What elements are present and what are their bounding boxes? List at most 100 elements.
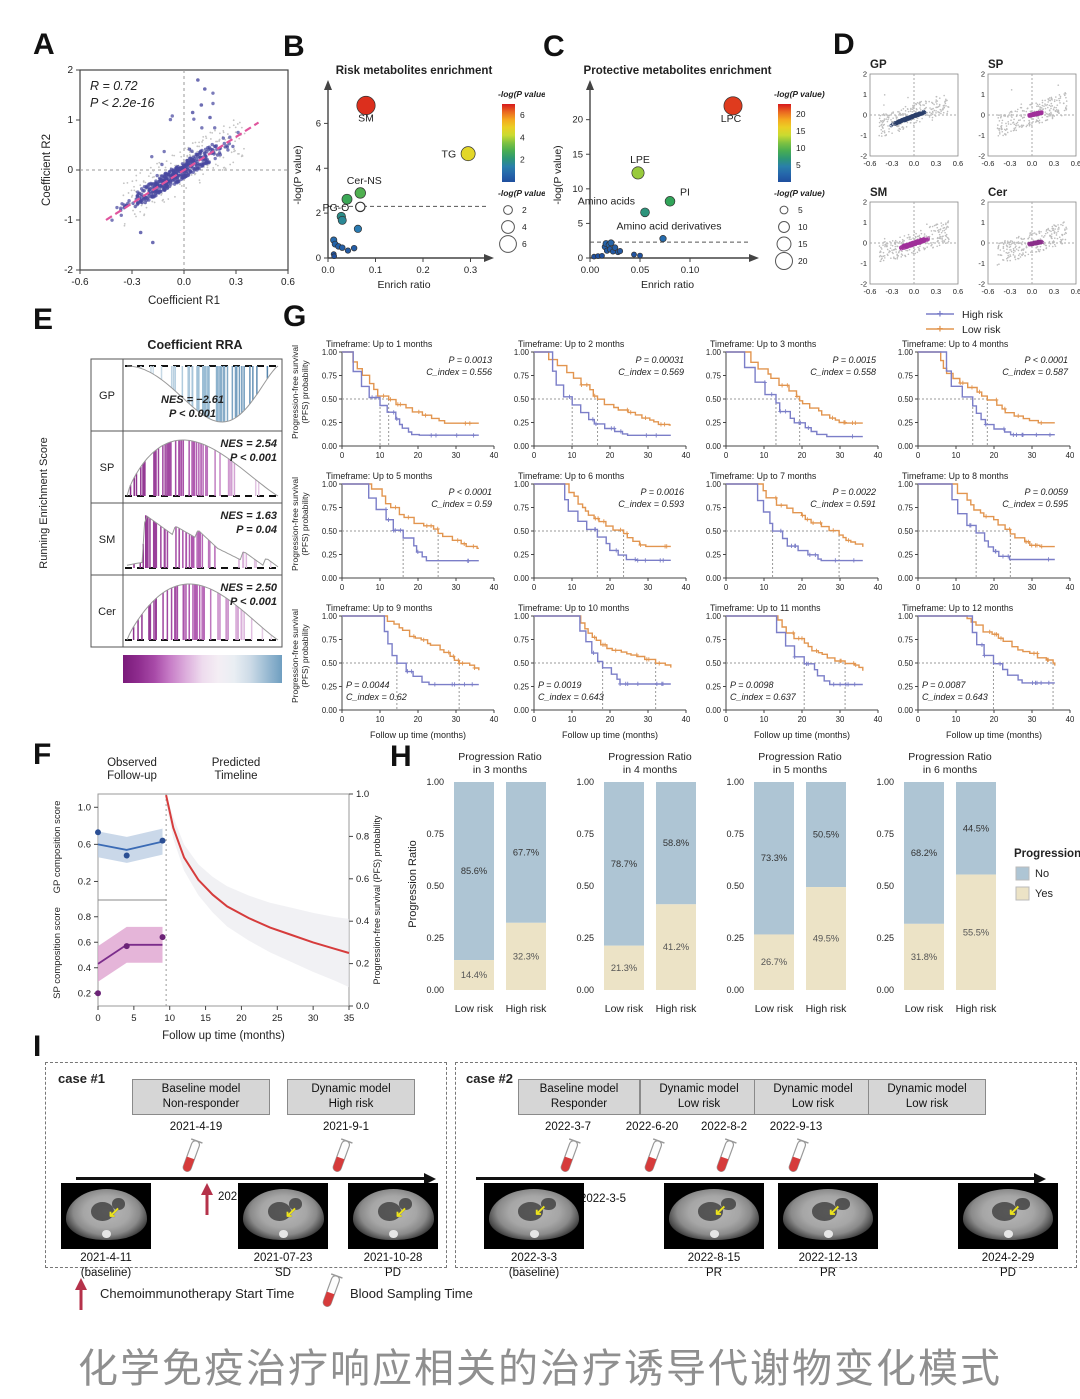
svg-text:-log(P value): -log(P value) — [774, 188, 825, 198]
svg-text:10: 10 — [164, 1013, 175, 1024]
svg-text:GP: GP — [99, 390, 115, 402]
svg-text:Protective metabolites enrichm: Protective metabolites enrichment — [584, 65, 772, 77]
svg-text:+: + — [394, 415, 399, 424]
svg-text:+: + — [662, 420, 667, 429]
svg-text:0.75: 0.75 — [514, 371, 530, 380]
svg-text:67.7%: 67.7% — [513, 847, 539, 857]
scan-date: 2022-12-13 PR — [798, 1252, 858, 1279]
panel-i-case-timelines: case #1 Baseline model Non-responder 2021-4… — [0, 1048, 1080, 1333]
ct-spine — [278, 1229, 288, 1238]
ct-spine — [101, 1229, 111, 1238]
svg-text:Predicted: Predicted — [212, 757, 261, 769]
figure-caption: 化学免疫治疗响应相关的治疗诱导代谢物变化模式 — [78, 1346, 1002, 1392]
ct-blob — [835, 1198, 850, 1210]
case-1-box: case #1 Baseline model Non-responder 2021-4… — [45, 1062, 447, 1279]
svg-text:0.6: 0.6 — [78, 839, 91, 850]
svg-text:1.0: 1.0 — [78, 802, 91, 813]
svg-text:Follow-up: Follow-up — [107, 770, 157, 782]
svg-text:+: + — [800, 634, 805, 643]
svg-text:21.3%: 21.3% — [611, 963, 637, 973]
svg-text:SP: SP — [988, 59, 1004, 71]
svg-text:Enrich ratio: Enrich ratio — [377, 279, 430, 291]
svg-text:+: + — [625, 529, 630, 538]
svg-text:+: + — [1007, 525, 1012, 534]
svg-text:P = 0.0059: P = 0.0059 — [1025, 487, 1068, 497]
svg-text:20: 20 — [606, 451, 615, 460]
svg-text:+: + — [774, 493, 779, 502]
svg-text:Coefficient RRA: Coefficient RRA — [147, 338, 242, 352]
svg-text:+: + — [791, 629, 796, 638]
ct-body — [242, 1188, 324, 1241]
svg-text:40: 40 — [682, 451, 691, 460]
svg-text:0.3: 0.3 — [1049, 159, 1059, 168]
scan-date: 2021-07-23 SD — [253, 1252, 313, 1279]
svg-text:+: + — [633, 555, 638, 564]
svg-text:+: + — [785, 381, 790, 390]
svg-text:+: + — [384, 505, 389, 514]
svg-text:+: + — [381, 392, 386, 401]
svg-text:Timeframe: Up to 1 months: Timeframe: Up to 1 months — [326, 339, 433, 349]
svg-text:P = 0.04: P = 0.04 — [236, 524, 277, 536]
svg-text:+: + — [623, 680, 628, 689]
svg-text:2: 2 — [522, 205, 527, 215]
svg-text:+: + — [1048, 430, 1053, 439]
blood-tube-icon — [182, 1138, 203, 1172]
svg-text:0: 0 — [724, 583, 729, 592]
svg-text:-log(P value): -log(P value) — [498, 89, 545, 99]
svg-text:41.2%: 41.2% — [663, 942, 689, 952]
svg-text:+: + — [466, 556, 471, 565]
svg-text:+: + — [769, 390, 774, 399]
km-legend: + High risk + Low risk — [918, 306, 1078, 340]
ct-scan-image: ↙ — [778, 1183, 878, 1249]
svg-text:Cer: Cer — [988, 187, 1008, 199]
svg-text:Timeframe: Up to 11 months: Timeframe: Up to 11 months — [710, 603, 821, 613]
svg-text:+: + — [998, 659, 1003, 668]
svg-text:1.0: 1.0 — [356, 789, 369, 800]
svg-text:0.75: 0.75 — [576, 829, 594, 839]
svg-text:High risk: High risk — [656, 1003, 698, 1015]
svg-text:Enrich ratio: Enrich ratio — [641, 279, 694, 291]
tumor-arrow-icon: ↙ — [828, 1202, 841, 1220]
svg-text:0.00: 0.00 — [706, 442, 722, 451]
tumor-arrow-icon: ↙ — [1008, 1202, 1021, 1220]
svg-text:6: 6 — [520, 110, 525, 120]
tumor-arrow-icon: ↙ — [534, 1202, 547, 1220]
svg-text:2: 2 — [520, 155, 525, 165]
svg-text:10: 10 — [952, 583, 961, 592]
svg-text:0: 0 — [724, 715, 729, 724]
svg-text:+: + — [806, 659, 811, 668]
svg-text:+: + — [654, 431, 659, 440]
svg-text:C_index = 0.595: C_index = 0.595 — [1002, 499, 1069, 509]
svg-text:in 3 months: in 3 months — [473, 764, 527, 776]
svg-text:0: 0 — [724, 451, 729, 460]
svg-text:30: 30 — [1028, 715, 1037, 724]
svg-text:+: + — [1011, 430, 1016, 439]
svg-text:P < 0.001: P < 0.001 — [230, 452, 277, 464]
svg-text:+: + — [792, 542, 797, 551]
svg-text:+: + — [1021, 430, 1026, 439]
svg-text:Yes: Yes — [1035, 888, 1053, 900]
svg-text:-0.3: -0.3 — [123, 277, 141, 288]
svg-text:+: + — [659, 420, 664, 429]
svg-text:+: + — [391, 408, 396, 417]
svg-text:Timeframe: Up to 4 months: Timeframe: Up to 4 months — [902, 339, 1009, 349]
panel-label-a: A — [33, 28, 55, 61]
sampling-date: 2021-4-19 — [169, 1121, 223, 1133]
svg-text:1.00: 1.00 — [322, 480, 338, 489]
model-box: Baseline model Responder — [518, 1079, 640, 1115]
svg-text:+: + — [468, 419, 473, 428]
svg-text:0.75: 0.75 — [322, 371, 338, 380]
svg-text:0.00: 0.00 — [426, 985, 444, 995]
ct-blob — [268, 1202, 292, 1221]
svg-text:40: 40 — [874, 583, 883, 592]
svg-text:1.00: 1.00 — [876, 777, 894, 787]
svg-text:40: 40 — [682, 583, 691, 592]
ct-blob — [1015, 1198, 1030, 1210]
timeline-axis — [76, 1177, 428, 1180]
svg-text:+: + — [659, 680, 664, 689]
svg-text:0.25: 0.25 — [514, 418, 530, 427]
svg-text:1.00: 1.00 — [322, 348, 338, 357]
svg-text:Risk metabolites enrichment: Risk metabolites enrichment — [336, 65, 493, 77]
